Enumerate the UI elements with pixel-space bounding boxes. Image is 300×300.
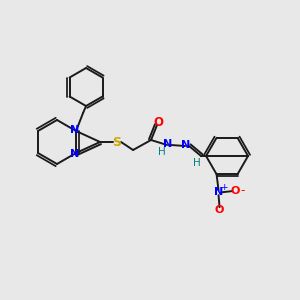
Text: -: - [240,184,245,197]
Text: S: S [112,136,122,148]
Text: N: N [70,149,80,159]
Text: N: N [70,125,80,135]
Text: H: H [158,147,166,157]
Text: O: O [153,116,163,128]
Text: O: O [215,205,224,215]
Text: N: N [164,139,173,149]
Text: +: + [220,183,227,192]
Text: O: O [231,186,240,196]
Text: N: N [214,187,223,197]
Text: H: H [193,158,201,168]
Text: N: N [182,140,191,150]
